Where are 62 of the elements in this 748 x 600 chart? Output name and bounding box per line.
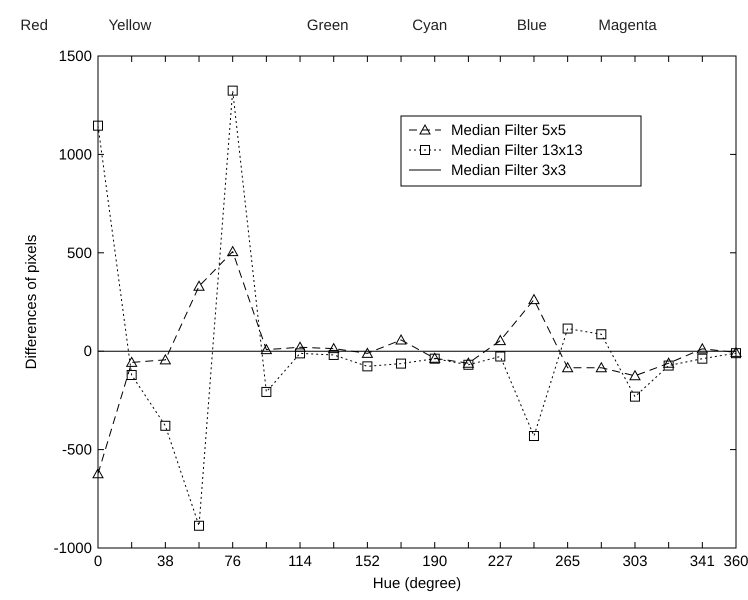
x-tick-label: 76 — [224, 553, 242, 570]
y-tick-label: 0 — [84, 343, 92, 360]
x-tick-label: 38 — [157, 553, 174, 570]
y-tick-label: 500 — [66, 244, 92, 262]
x-tick-label: 303 — [622, 553, 648, 570]
legend-label: Median Filter 13x13 — [451, 142, 583, 159]
y-axis-title: Differences of pixels — [23, 234, 40, 370]
point — [629, 370, 640, 380]
y-tick-label: 1000 — [58, 146, 92, 164]
x-tick-label: 152 — [354, 553, 380, 570]
point — [562, 362, 574, 372]
legend-label: Median Filter 3x3 — [451, 162, 566, 179]
text: Yellow — [108, 17, 152, 34]
point — [294, 342, 306, 352]
point — [528, 294, 540, 304]
point — [92, 468, 104, 478]
point — [596, 362, 607, 372]
x-tick-label: 265 — [555, 553, 580, 570]
point — [596, 329, 606, 340]
point — [495, 352, 506, 362]
point — [227, 246, 238, 256]
point — [362, 348, 373, 358]
x-tick-label: 341 — [690, 553, 715, 570]
point — [160, 420, 170, 431]
x-axis-title: Hue (degree) — [372, 575, 462, 592]
point — [396, 358, 406, 369]
point — [295, 348, 306, 358]
point — [228, 86, 238, 96]
x-tick-label: 360 — [723, 553, 748, 570]
y-tick-label: 1500 — [58, 48, 92, 65]
x-tick-label: 227 — [488, 553, 513, 570]
point — [663, 358, 674, 368]
point — [696, 343, 708, 354]
point — [194, 280, 205, 291]
point — [261, 386, 272, 397]
text: Blue — [516, 17, 547, 34]
point — [697, 354, 708, 364]
point — [126, 356, 138, 367]
point — [194, 520, 204, 531]
y-tick-label: -1000 — [54, 540, 92, 557]
point — [664, 360, 674, 371]
point — [528, 431, 539, 442]
point — [328, 350, 339, 360]
point — [630, 392, 640, 402]
point — [562, 324, 573, 334]
text: Magenta — [598, 17, 658, 34]
y-tick-label: -500 — [62, 442, 92, 459]
text: Cyan — [412, 17, 448, 34]
x-tick-label: 0 — [94, 553, 102, 570]
point — [160, 354, 171, 364]
point — [396, 334, 407, 344]
x-tick-label: 190 — [422, 553, 448, 570]
text: Red — [20, 17, 48, 34]
point — [93, 120, 103, 131]
text: Green — [306, 17, 349, 34]
point — [328, 343, 340, 354]
point — [494, 335, 506, 346]
point — [126, 370, 137, 380]
legend-label: Median Filter 5x5 — [451, 122, 566, 139]
x-tick-label: 114 — [288, 553, 312, 570]
point — [362, 361, 372, 372]
point — [260, 344, 272, 354]
